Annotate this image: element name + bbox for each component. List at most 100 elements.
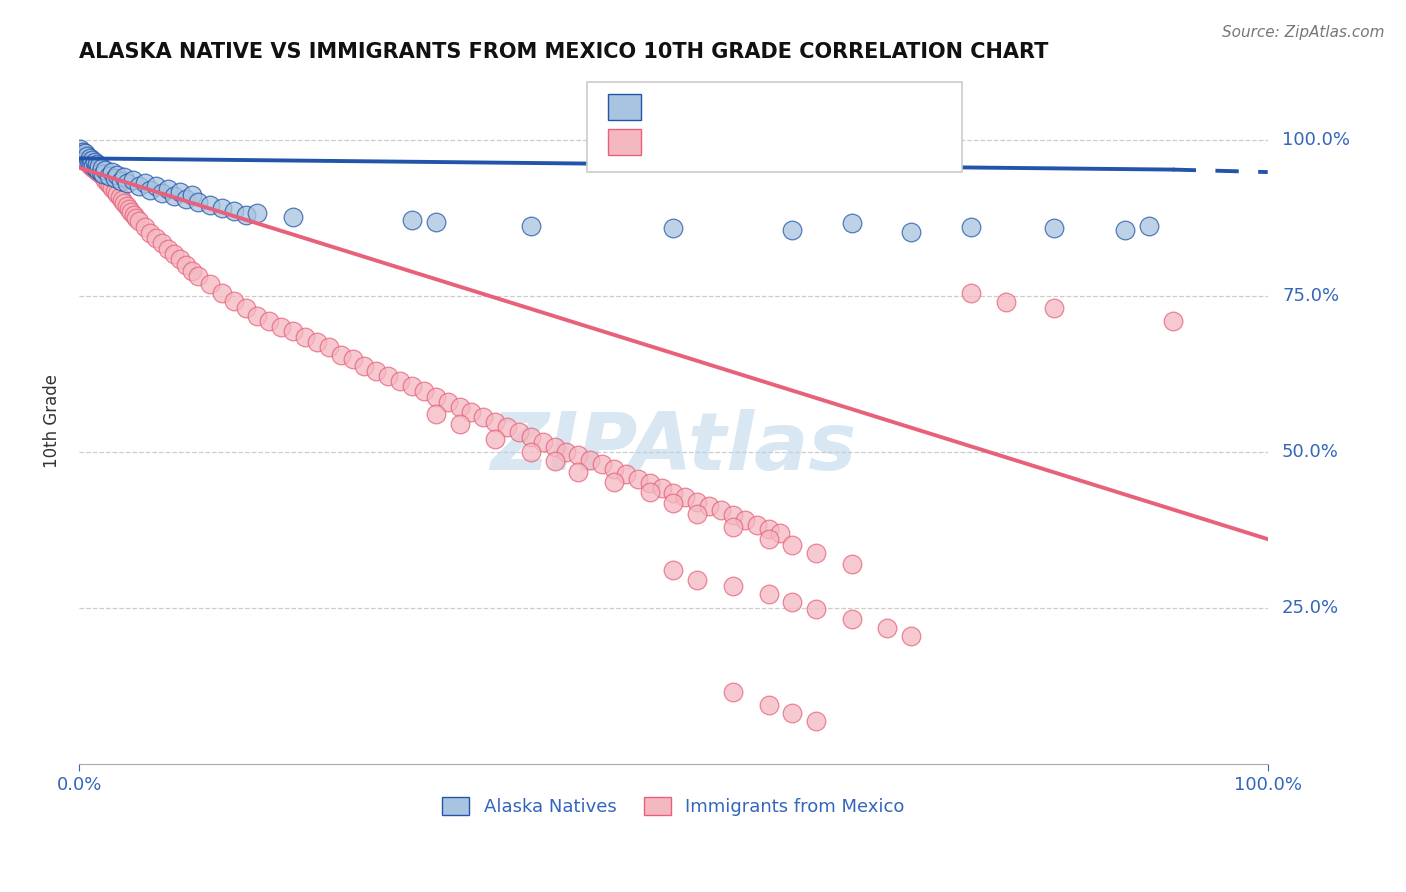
Point [782,594,804,608]
Point [995,294,1018,309]
Point [281,324,304,338]
Text: R = -0.659   N= 139: R = -0.659 N= 139 [654,133,845,151]
Point [75,154,97,169]
Point [686,494,709,508]
Point [662,496,685,510]
Point [70,148,93,162]
Point [69,145,91,160]
Point [543,454,565,468]
Point [246,205,269,219]
Point [91,169,114,184]
Point [108,190,131,204]
Point [77,157,100,171]
Point [318,340,340,354]
Point [1043,221,1066,235]
Point [101,165,124,179]
Text: 100.0%: 100.0% [1282,130,1350,149]
Point [90,164,112,178]
Point [876,621,898,635]
Point [163,247,186,261]
Point [83,155,105,169]
Point [484,432,506,446]
Point [721,579,744,593]
Point [98,178,121,193]
Point [651,481,673,495]
Point [460,405,482,419]
Point [804,714,827,729]
Point [662,563,685,577]
Point [329,348,352,362]
Point [246,310,269,324]
Point [90,165,112,179]
Point [86,160,108,174]
Point [841,216,863,230]
Point [721,508,744,523]
Legend: Alaska Natives, Immigrants from Mexico: Alaska Natives, Immigrants from Mexico [434,789,912,823]
Point [112,170,135,185]
Point [157,182,180,196]
Point [75,149,97,163]
Point [804,602,827,616]
Point [342,352,364,367]
Point [270,319,292,334]
Point [115,177,138,191]
Point [662,486,685,500]
Point [150,236,173,251]
Point [84,161,107,175]
Point [520,430,543,444]
Point [69,142,91,156]
Point [449,417,471,431]
Point [79,152,101,166]
Point [377,368,399,383]
Point [187,269,209,284]
Point [1043,301,1066,315]
Point [174,258,197,272]
Point [128,179,150,194]
Point [86,157,108,171]
Point [496,419,519,434]
Point [122,208,145,222]
Point [75,153,97,167]
Text: 50.0%: 50.0% [1282,442,1339,461]
Point [174,192,197,206]
Point [211,202,233,216]
Point [841,612,863,626]
Point [758,522,780,536]
Point [614,467,637,481]
Point [87,165,110,179]
Point [758,587,780,601]
Point [72,147,94,161]
Point [401,212,423,227]
Point [72,145,94,160]
Point [198,198,221,212]
Point [603,475,626,489]
Point [91,167,114,181]
Point [638,485,661,500]
Point [121,205,143,219]
Point [520,219,543,233]
Point [181,263,204,277]
Point [591,457,613,471]
Point [157,242,180,256]
FancyBboxPatch shape [607,128,641,155]
FancyBboxPatch shape [607,95,641,120]
Point [425,390,447,404]
Point [294,330,316,344]
Point [543,440,565,454]
Point [401,379,423,393]
Text: 75.0%: 75.0% [1282,286,1339,305]
Point [900,629,922,643]
Y-axis label: 10th Grade: 10th Grade [44,374,60,467]
Text: ZIPAtlas: ZIPAtlas [491,409,856,487]
Point [603,462,626,476]
Point [101,181,124,195]
Point [697,499,720,513]
Text: Source: ZipAtlas.com: Source: ZipAtlas.com [1222,25,1385,40]
Point [579,453,602,467]
Point [163,189,186,203]
Point [520,444,543,458]
Point [436,394,458,409]
Point [567,448,589,462]
Point [82,159,104,173]
Point [211,285,233,300]
